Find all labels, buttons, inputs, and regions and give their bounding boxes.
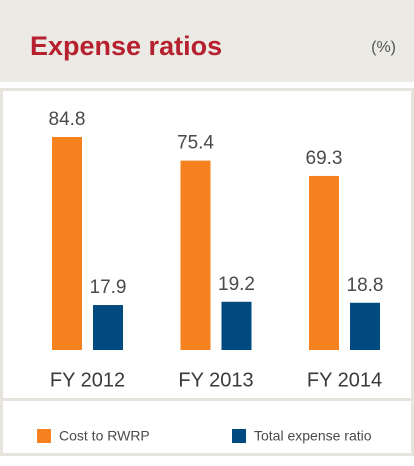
value-label: 69.3 bbox=[306, 148, 343, 169]
bar bbox=[180, 160, 211, 350]
header-band bbox=[0, 0, 414, 82]
value-label: 84.8 bbox=[49, 109, 86, 130]
legend-label: Cost to RWRP bbox=[59, 428, 150, 444]
value-label: 75.4 bbox=[177, 133, 214, 154]
unit-label: (%) bbox=[371, 39, 396, 56]
legend-swatch bbox=[37, 429, 51, 443]
value-label: 19.2 bbox=[218, 274, 255, 295]
bar bbox=[350, 302, 380, 350]
chart-title: Expense ratios bbox=[30, 31, 222, 61]
legend-panel bbox=[0, 398, 414, 456]
bar bbox=[93, 305, 123, 350]
bar bbox=[221, 301, 252, 350]
value-label: 17.9 bbox=[90, 277, 127, 298]
x-tick-label: FY 2014 bbox=[307, 369, 382, 391]
value-label: 18.8 bbox=[347, 275, 384, 296]
bar bbox=[309, 175, 339, 350]
legend-swatch bbox=[232, 429, 246, 443]
x-tick-label: FY 2012 bbox=[50, 369, 125, 391]
legend-label: Total expense ratio bbox=[254, 428, 372, 444]
x-tick-label: FY 2013 bbox=[178, 369, 253, 391]
bar bbox=[52, 137, 82, 350]
